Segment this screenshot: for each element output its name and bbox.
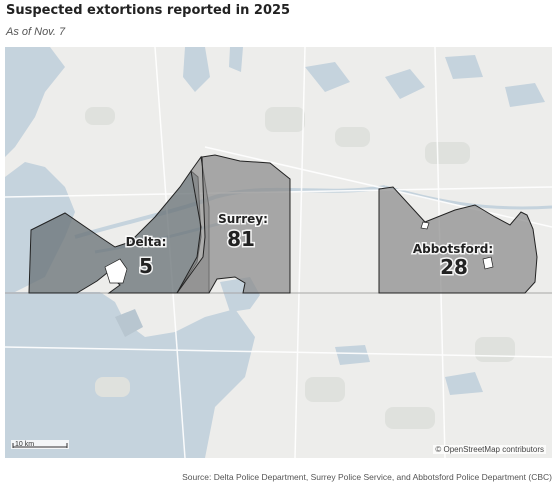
- abbotsford-count-label: 28: [440, 255, 468, 279]
- scale-bar: 10 km: [11, 440, 69, 449]
- source-note: Source: Delta Police Department, Surrey …: [182, 472, 552, 482]
- basemap: Delta: 5 Surrey: 81 Abbotsford: 28 10 km: [5, 47, 552, 458]
- map-attribution[interactable]: © OpenStreetMap contributors: [433, 445, 546, 454]
- road-lines: [5, 47, 552, 458]
- map-panel[interactable]: Delta: 5 Surrey: 81 Abbotsford: 28 10 km…: [5, 47, 552, 458]
- delta-count-label: 5: [139, 254, 153, 278]
- surrey-region[interactable]: [176, 154, 291, 294]
- abbotsford-name-label: Abbotsford:: [413, 242, 493, 256]
- chart-title: Suspected extortions reported in 2025: [6, 3, 291, 18]
- surrey-name-label: Surrey:: [218, 212, 268, 226]
- scale-label: 10 km: [15, 441, 34, 448]
- abbotsford-region[interactable]: [378, 186, 538, 294]
- surrey-count-label: 81: [227, 227, 255, 251]
- delta-name-label: Delta:: [126, 235, 167, 249]
- region-labels: Delta: 5 Surrey: 81 Abbotsford: 28: [124, 211, 495, 281]
- port-features: [104, 221, 494, 284]
- chart-subtitle: As of Nov. 7: [6, 26, 66, 38]
